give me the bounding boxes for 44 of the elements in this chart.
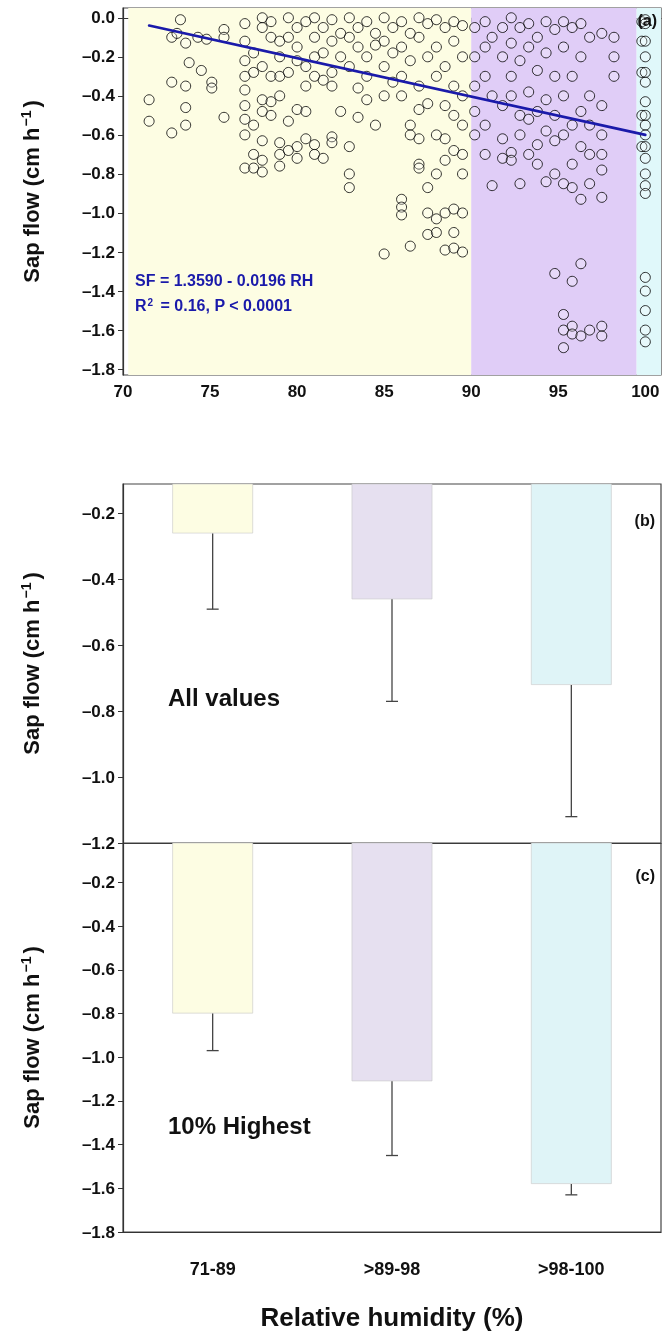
y-tick-label: –0.8	[81, 701, 115, 721]
y-tick-label: –1.2	[81, 242, 115, 262]
annotation: All values	[168, 683, 281, 711]
y-tick-label: –1.2	[81, 1091, 115, 1111]
x-tick-label: 80	[287, 382, 307, 401]
y-axis-title: Sap flow (cm h−1)	[18, 946, 44, 1129]
y-tick-label: –1.0	[81, 203, 115, 223]
x-tick-label: >98-100	[538, 1259, 605, 1279]
x-tick-label: >89-98	[363, 1259, 421, 1279]
y-tick-label: –0.8	[81, 1003, 115, 1023]
x-axis-title: Relative humidity (%)	[260, 1302, 524, 1332]
x-tick-label: 75	[200, 382, 220, 401]
y-tick-label: –0.2	[81, 504, 115, 524]
y-tick-label: –0.4	[81, 570, 116, 590]
y-tick-label: –0.6	[81, 960, 115, 980]
annotation: (c)	[635, 866, 656, 884]
y-tick-label: –0.4	[81, 916, 116, 936]
y-axis-title: Sap flow (cm h−1)	[18, 100, 44, 283]
x-tick-label: 71-89	[189, 1259, 236, 1279]
y-tick-label: –1.6	[81, 1178, 115, 1198]
y-tick-label: –0.8	[81, 164, 115, 184]
y-axis-title: Sap flow (cm h−1)	[18, 572, 44, 755]
y-tick-label: –0.6	[81, 125, 115, 145]
y-tick-label: –1.6	[81, 320, 115, 340]
y-tick-label: –0.6	[81, 635, 115, 655]
y-tick-label: –1.0	[81, 767, 115, 787]
y-tick-label: –0.2	[81, 872, 115, 892]
x-tick-label: 100	[631, 382, 660, 401]
y-tick-label: –0.2	[81, 47, 115, 67]
y-tick-label: –1.4	[81, 281, 116, 301]
y-tick-label: –0.4	[81, 86, 116, 106]
y-tick-label: –1.8	[81, 359, 115, 379]
x-tick-label: 85	[374, 382, 394, 401]
y-tick-label: –1.8	[81, 1222, 115, 1242]
x-tick-label: 95	[548, 382, 568, 401]
y-tick-label: 0.0	[91, 8, 115, 28]
annotation: (b)	[634, 511, 656, 529]
annotation: 10% Highest	[168, 1111, 311, 1139]
x-tick-label: 70	[113, 382, 133, 401]
annotation: SF = 1.3590 - 0.0196 RH	[135, 271, 314, 289]
x-tick-label: 90	[461, 382, 481, 401]
y-tick-label: –1.4	[81, 1135, 116, 1155]
y-tick-label: –1.0	[81, 1047, 115, 1067]
y-tick-label: –1.2	[81, 833, 115, 853]
